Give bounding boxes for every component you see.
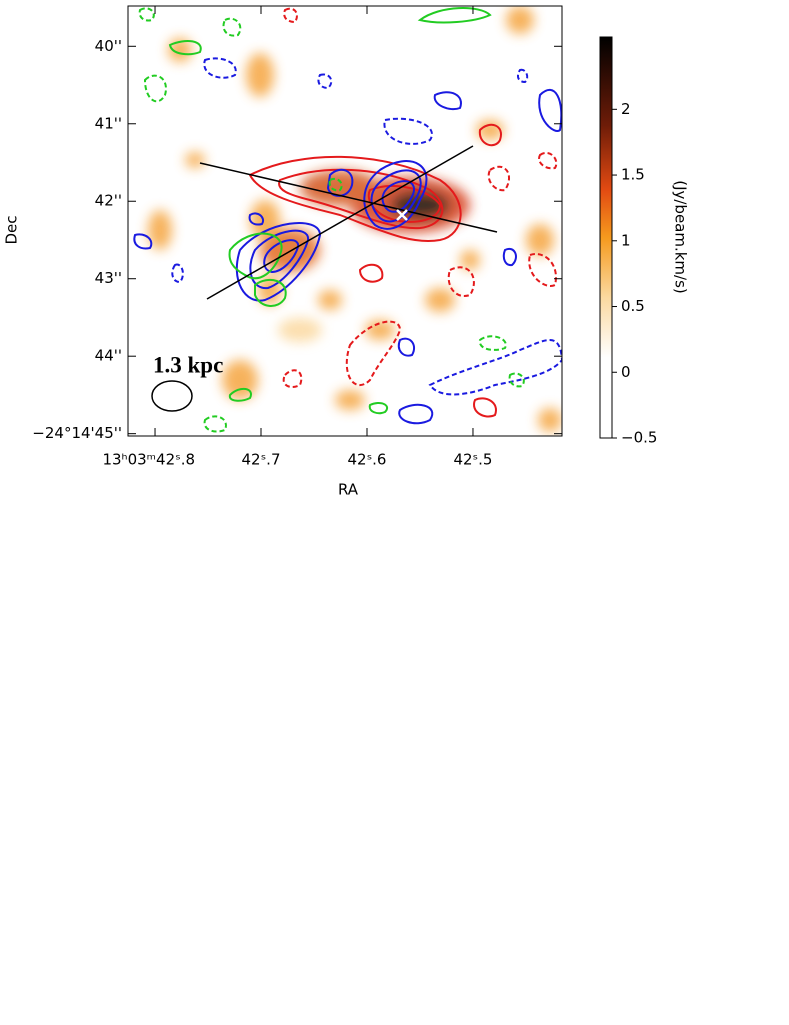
y-tick-label: 40'' (95, 37, 122, 55)
y-tick-label: 43'' (95, 269, 122, 287)
x-axis-label: RA (338, 481, 359, 499)
colorbar-tick-label: −0.5 (621, 429, 657, 447)
y-axis-label: Dec (3, 215, 21, 244)
x-tick-label: 42ˢ.6 (347, 451, 386, 469)
y-tick-label: 41'' (95, 114, 122, 132)
colorbar-tick-label: 1 (621, 231, 631, 249)
colorbar-tick-label: 1.5 (621, 166, 645, 184)
colorbar-tick-label: 0 (621, 363, 631, 381)
x-tick-label: 13ʰ03ᵐ42ˢ.8 (102, 451, 195, 469)
y-tick-label: 44'' (95, 347, 122, 365)
x-tick-label: 42ˢ.7 (242, 451, 281, 469)
colorbar-label: (Jy/beam.km/s) (672, 180, 690, 294)
y-tick-label: −24°14'45'' (32, 424, 122, 442)
colorbar-tick-label: 0.5 (621, 297, 645, 315)
plot-frame (127, 5, 563, 437)
image (133, 6, 562, 433)
colorbar-tick-label: 2 (621, 100, 631, 118)
scale-annotation: 1.3 kpc (153, 352, 223, 377)
colorbar (599, 36, 613, 439)
y-tick-label: 42'' (95, 192, 122, 210)
x-tick-label: 42ˢ.5 (453, 451, 492, 469)
